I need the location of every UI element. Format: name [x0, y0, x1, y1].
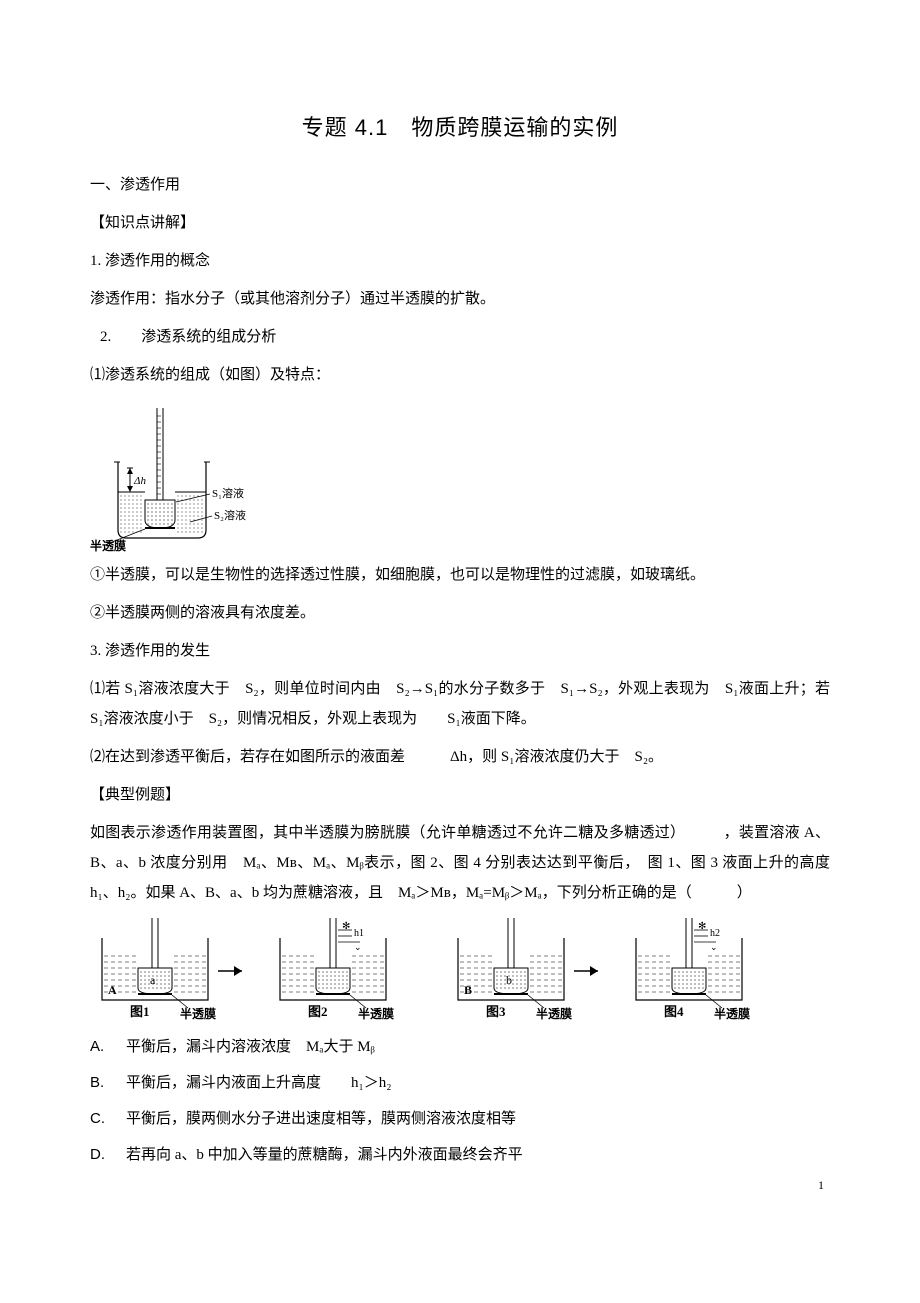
- svg-text:a: a: [150, 973, 156, 987]
- svg-text:图3: 图3: [486, 1004, 506, 1019]
- svg-text:S₁溶液: S₁溶液: [212, 486, 244, 500]
- svg-text:A: A: [108, 983, 117, 997]
- example-heading: 【典型例题】: [90, 780, 830, 810]
- svg-text:图1: 图1: [130, 1004, 150, 1019]
- page-number: 1: [90, 1178, 830, 1193]
- svg-text:h2: h2: [710, 928, 720, 939]
- option-c-label: C.: [90, 1104, 126, 1134]
- p1-heading: 1. 渗透作用的概念: [90, 246, 830, 276]
- svg-text:半透膜: 半透膜: [536, 1006, 572, 1021]
- p2-heading: 2. 渗透系统的组成分析: [100, 322, 830, 352]
- option-d-text: 若再向 a、b 中加入等量的蔗糖酶，漏斗内外液面最终会齐平: [126, 1140, 830, 1170]
- svg-text:✻: ✻: [342, 921, 350, 932]
- option-c: C. 平衡后，膜两侧水分子进出速度相等，膜两侧溶液浓度相等: [90, 1104, 830, 1134]
- option-b-label: B.: [90, 1068, 126, 1098]
- option-d: D. 若再向 a、b 中加入等量的蔗糖酶，漏斗内外液面最终会齐平: [90, 1140, 830, 1170]
- svg-text:图2: 图2: [308, 1004, 328, 1019]
- svg-text:B: B: [464, 983, 472, 997]
- option-a-text: 平衡后，漏斗内溶液浓度 Mₐ大于 Mᵦ: [126, 1032, 830, 1062]
- p2-item1: ①半透膜，可以是生物性的选择透过性膜，如细胞膜，也可以是物理性的过滤膜，如玻璃纸…: [90, 560, 830, 590]
- p3-text1: ⑴若 S₁溶液浓度大于 S₂，则单位时间内由 S₂→S₁的水分子数多于 S₁→S…: [90, 674, 830, 734]
- svg-text:半透膜: 半透膜: [714, 1006, 750, 1021]
- svg-text:半透膜: 半透膜: [358, 1006, 394, 1021]
- p2-item2: ②半透膜两侧的溶液具有浓度差。: [90, 598, 830, 628]
- svg-text:半透膜: 半透膜: [180, 1006, 216, 1021]
- example-text: 如图表示渗透作用装置图，其中半透膜为膀胱膜（允许单糖透过不允许二糖及多糖透过） …: [90, 818, 830, 908]
- svg-text:b: b: [506, 973, 512, 987]
- page-title: 专题 4.1 物质跨膜运输的实例: [90, 110, 830, 142]
- option-c-text: 平衡后，膜两侧水分子进出速度相等，膜两侧溶液浓度相等: [126, 1104, 830, 1134]
- option-d-label: D.: [90, 1140, 126, 1170]
- option-a-label: A.: [90, 1032, 126, 1062]
- knowledge-heading: 【知识点讲解】: [90, 208, 830, 238]
- osmosis-diagram: Δh S₁溶液 S₂溶液半透膜: [90, 402, 830, 552]
- svg-text:⌄: ⌄: [354, 942, 362, 952]
- svg-text:半透膜: 半透膜: [90, 538, 126, 552]
- p3-text2: ⑵在达到渗透平衡后，若存在如图所示的液面差 Δh，则 S₁溶液浓度仍大于 S₂。: [90, 742, 830, 772]
- four-panel-diagram: Aa 图1 半透膜 ✻ h1 ⌄ 图2 半透膜 Bb 图3 半透膜 ✻ h2 ⌄ 图4 半透膜: [90, 916, 830, 1026]
- p3-heading: 3. 渗透作用的发生: [90, 636, 830, 666]
- svg-text:h1: h1: [354, 928, 364, 939]
- option-a: A. 平衡后，漏斗内溶液浓度 Mₐ大于 Mᵦ: [90, 1032, 830, 1062]
- p1-text: 渗透作用：指水分子（或其他溶剂分子）通过半透膜的扩散。: [90, 284, 830, 314]
- option-b: B. 平衡后，漏斗内液面上升高度 h₁＞h₂: [90, 1068, 830, 1098]
- p2-sub1: ⑴渗透系统的组成（如图）及特点：: [90, 360, 830, 390]
- svg-text:Δh: Δh: [133, 475, 146, 487]
- option-b-text: 平衡后，漏斗内液面上升高度 h₁＞h₂: [126, 1068, 830, 1098]
- svg-text:⌄: ⌄: [710, 942, 718, 952]
- section-heading-osmosis: 一、渗透作用: [90, 170, 830, 200]
- svg-text:✻: ✻: [698, 921, 706, 932]
- svg-text:S₂溶液: S₂溶液: [214, 508, 246, 522]
- svg-text:图4: 图4: [664, 1004, 684, 1019]
